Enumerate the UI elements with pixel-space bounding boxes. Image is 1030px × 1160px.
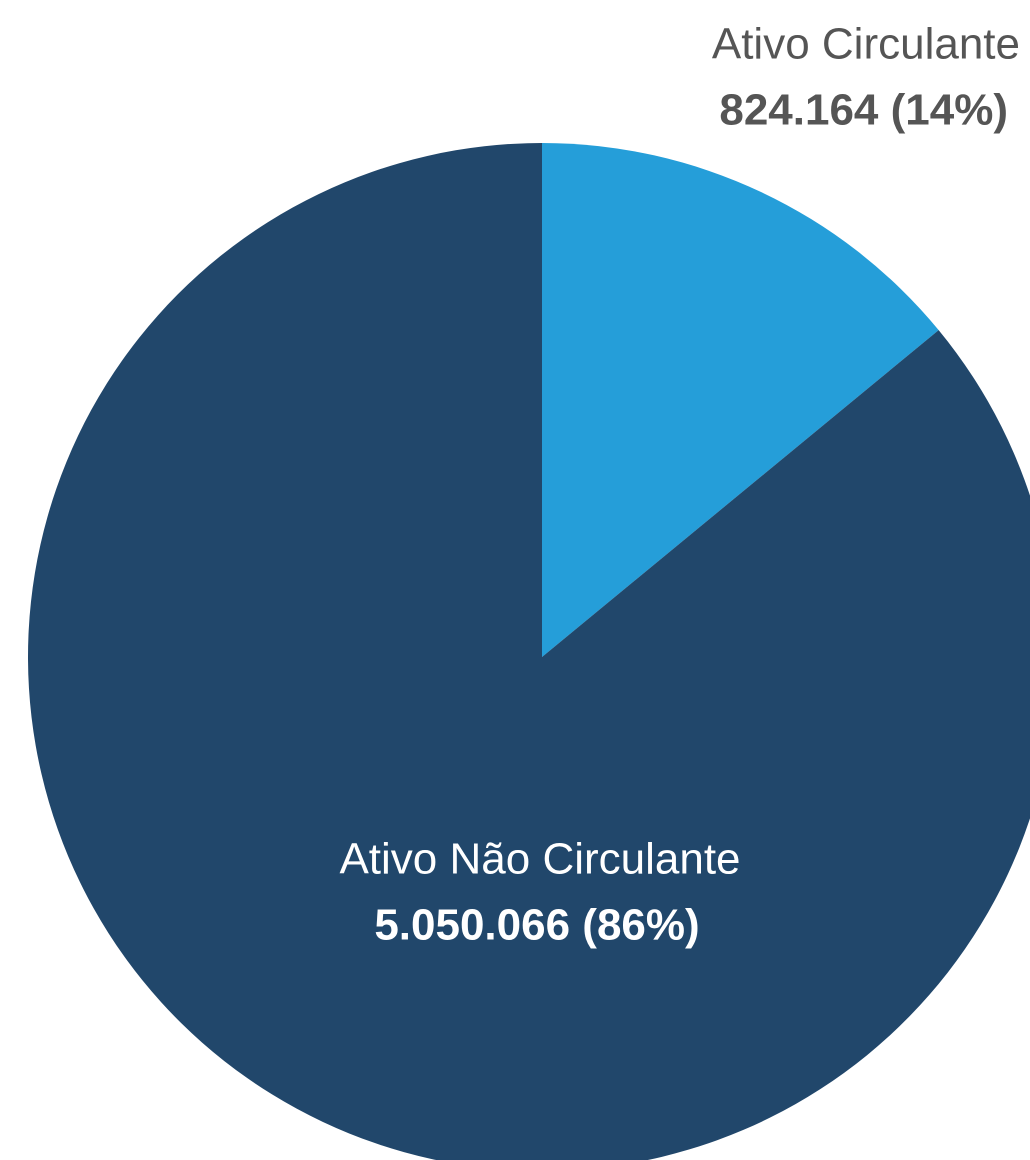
pie-slice bbox=[28, 143, 1030, 1160]
slice-label: Ativo Circulante bbox=[712, 20, 1020, 69]
slice-value-label: 5.050.066 (86%) bbox=[374, 901, 699, 950]
slice-value-label: 824.164 (14%) bbox=[719, 86, 1008, 135]
slice-label: Ativo Não Circulante bbox=[339, 835, 740, 884]
pie-slice bbox=[542, 143, 939, 657]
